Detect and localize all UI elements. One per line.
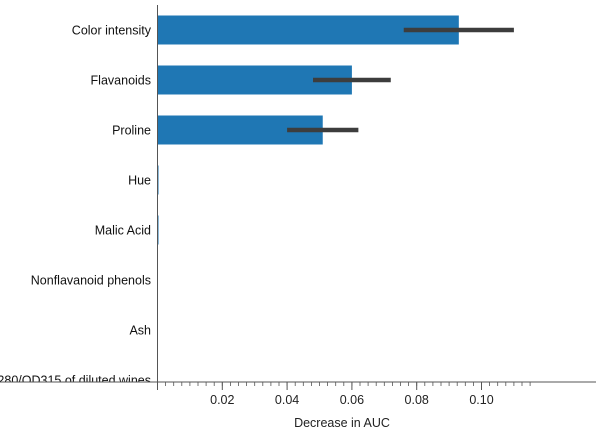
- x-axis-background: [0, 382, 596, 434]
- category-label-1: Flavanoids: [91, 74, 151, 88]
- category-label-4: Malic Acid: [95, 224, 151, 238]
- category-label-2: Proline: [112, 124, 151, 138]
- tick-label-0: 0.02: [210, 393, 234, 407]
- error-bars-group: [287, 27, 514, 133]
- category-label-6: Ash: [129, 324, 151, 338]
- tick-label-3: 0.08: [405, 393, 429, 407]
- category-labels-group: Color intensity Flavanoids Proline Hue Malic…: [0, 24, 152, 388]
- category-label-5: Nonflavanoid phenols: [31, 274, 151, 288]
- category-label-3: Hue: [128, 174, 151, 188]
- tick-label-4: 0.10: [469, 393, 493, 407]
- tick-label-2: 0.06: [340, 393, 364, 407]
- x-axis-title: Decrease in AUC: [294, 416, 390, 430]
- tick-label-1: 0.04: [275, 393, 299, 407]
- category-label-0: Color intensity: [72, 24, 152, 38]
- x-axis-major-ticks: 0.02 0.04 0.06 0.08 0.10: [157, 382, 494, 407]
